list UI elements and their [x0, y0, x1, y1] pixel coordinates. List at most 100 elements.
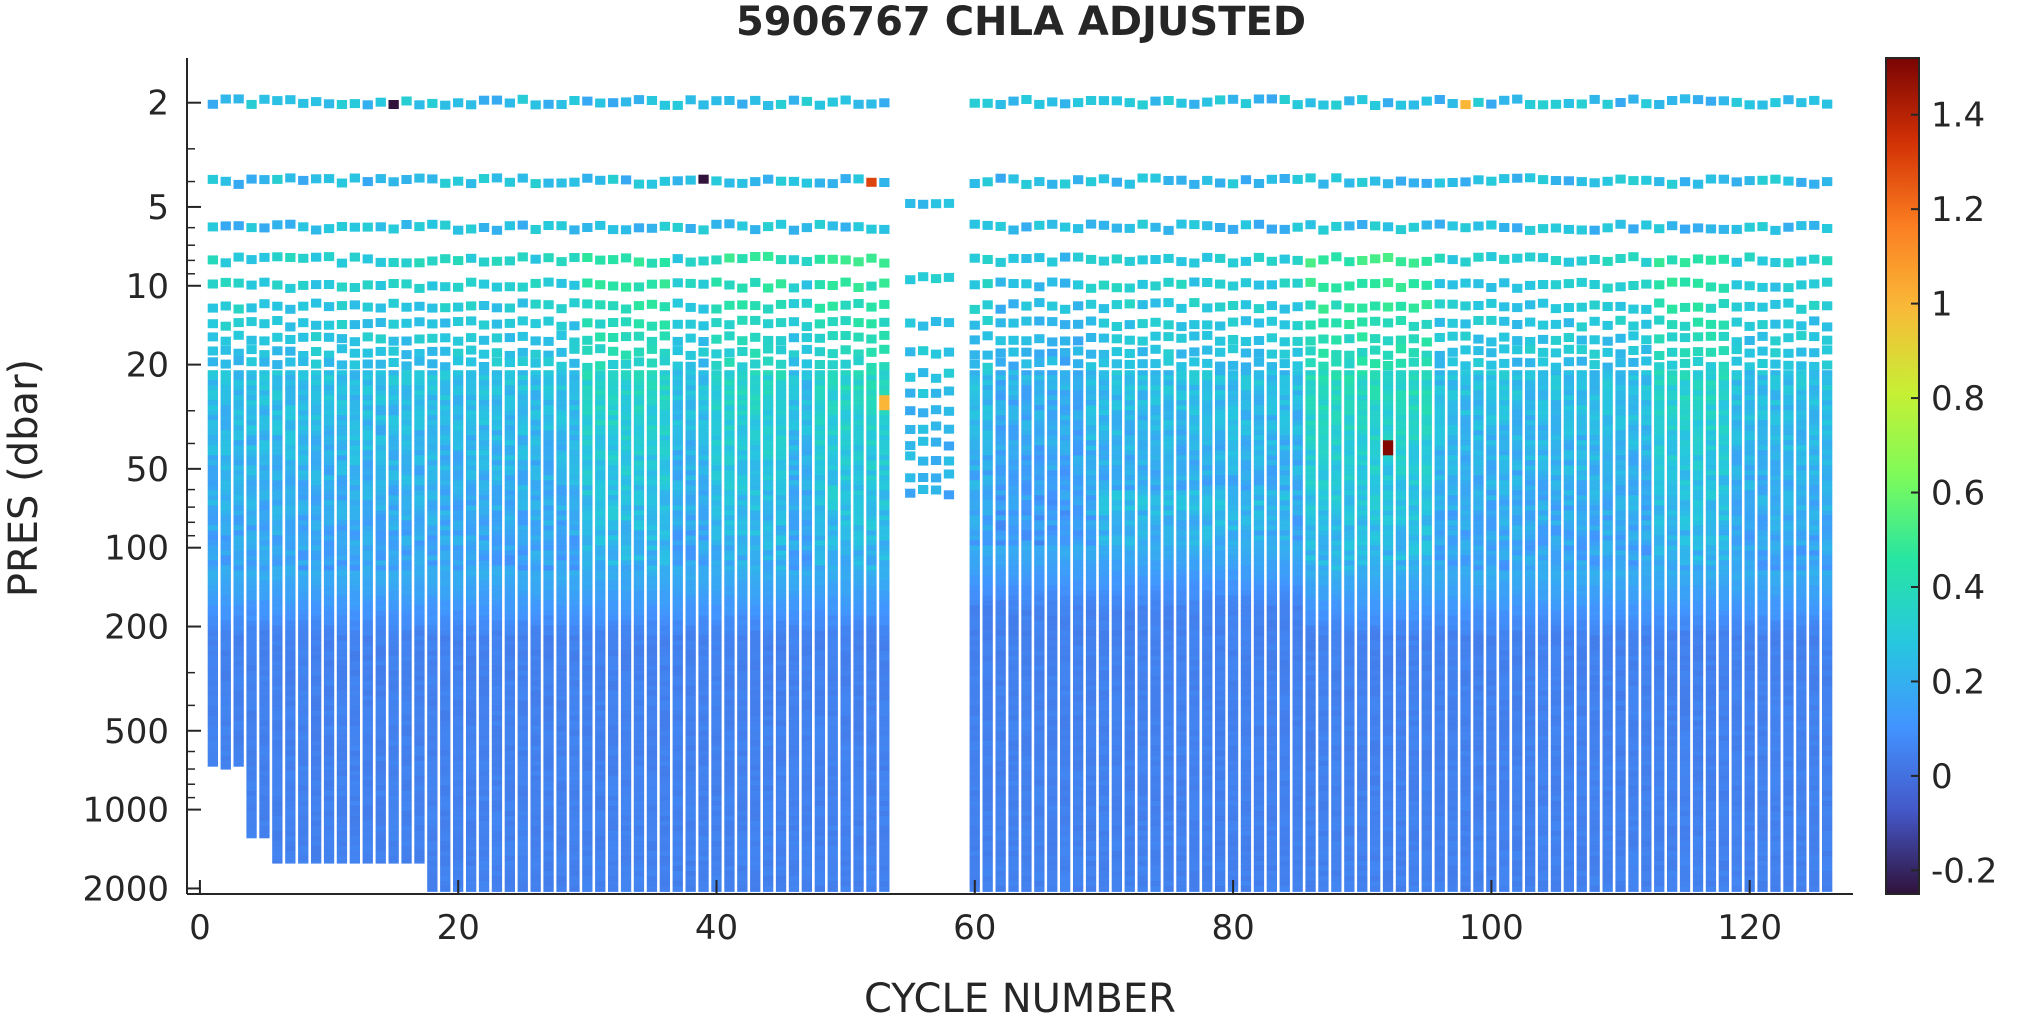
heatmap-cell	[672, 530, 683, 536]
heatmap-cell	[466, 565, 477, 571]
heatmap-cell	[595, 395, 606, 401]
heatmap-cell	[311, 850, 322, 857]
heatmap-cell	[711, 575, 722, 582]
heatmap-cell	[453, 795, 464, 802]
heatmap-cell	[466, 400, 477, 406]
heatmap-cell	[298, 440, 309, 446]
heatmap-cell	[685, 820, 696, 827]
heatmap-cell	[608, 730, 619, 737]
heatmap-cell	[362, 720, 373, 727]
heatmap-cell	[517, 385, 528, 391]
heatmap-cell	[543, 575, 554, 582]
heatmap-cell	[362, 815, 373, 822]
heatmap-cell	[272, 555, 283, 561]
heatmap-cell	[272, 585, 283, 592]
heatmap-cell	[414, 580, 425, 587]
heatmap-cell	[323, 320, 335, 330]
heatmap-cell	[220, 176, 231, 186]
heatmap-cell	[272, 620, 283, 627]
heatmap-cell	[491, 435, 503, 441]
heatmap-cell	[556, 361, 567, 371]
heatmap-cell	[272, 505, 283, 511]
heatmap-cell	[711, 815, 722, 822]
heatmap-cell	[427, 395, 438, 401]
heatmap-cell	[582, 540, 593, 546]
heatmap-cell	[453, 810, 464, 817]
heatmap-cell	[362, 700, 373, 707]
heatmap-cell	[375, 540, 386, 546]
heatmap-cell	[646, 885, 658, 892]
heatmap-cell	[633, 331, 645, 341]
heatmap-cell	[427, 98, 438, 108]
heatmap-cell	[336, 301, 348, 311]
heatmap-cell	[427, 430, 438, 436]
heatmap-cell	[246, 460, 257, 466]
heatmap-cell	[750, 440, 761, 446]
heatmap-cell	[763, 840, 774, 847]
heatmap-cell	[543, 277, 554, 287]
heatmap-cell	[478, 375, 490, 381]
heatmap-cell	[349, 485, 360, 491]
heatmap-cell	[246, 255, 257, 265]
heatmap-cell	[427, 725, 438, 732]
heatmap-cell	[336, 465, 348, 471]
heatmap-cell	[556, 715, 567, 722]
heatmap-cell	[285, 565, 296, 571]
heatmap-cell	[750, 835, 761, 842]
heatmap-cell	[569, 475, 580, 481]
heatmap-cell	[582, 570, 593, 576]
heatmap-cell	[504, 460, 515, 466]
heatmap-cell	[478, 780, 490, 787]
heatmap-cell	[698, 410, 709, 416]
heatmap-cell	[608, 460, 619, 466]
heatmap-cell	[478, 785, 490, 792]
heatmap-cell	[556, 645, 567, 652]
heatmap-cell	[349, 815, 360, 822]
heatmap-cell	[646, 390, 658, 396]
heatmap-cell	[349, 800, 360, 807]
heatmap-cell	[298, 785, 309, 792]
heatmap-cell	[388, 530, 399, 536]
heatmap-cell	[620, 605, 632, 612]
heatmap-cell	[724, 500, 735, 506]
heatmap-cell	[775, 680, 787, 687]
heatmap-cell	[388, 640, 399, 647]
heatmap-cell	[246, 174, 257, 184]
heatmap-cell	[543, 705, 554, 712]
heatmap-cell	[608, 174, 619, 184]
heatmap-cell	[491, 745, 503, 752]
heatmap-cell	[672, 545, 683, 551]
heatmap-cell	[620, 545, 632, 551]
heatmap-cell	[233, 405, 244, 411]
heatmap-cell	[517, 710, 528, 717]
heatmap-cell	[220, 615, 231, 622]
heatmap-cell	[685, 800, 696, 807]
heatmap-cell	[323, 635, 335, 642]
heatmap-cell	[724, 885, 735, 892]
heatmap-cell	[556, 655, 567, 662]
heatmap-cell	[763, 590, 774, 597]
heatmap-cell	[672, 865, 683, 872]
heatmap-cell	[246, 500, 257, 506]
heatmap-cell	[659, 765, 670, 772]
heatmap-cell	[608, 840, 619, 847]
heatmap-cell	[427, 460, 438, 466]
heatmap-cell	[646, 610, 658, 617]
heatmap-cell	[491, 685, 503, 692]
heatmap-cell	[659, 610, 670, 617]
heatmap-cell	[478, 630, 490, 637]
heatmap-cell	[595, 390, 606, 396]
heatmap-cell	[362, 685, 373, 692]
heatmap-cell	[672, 610, 683, 617]
heatmap-cell	[466, 600, 477, 607]
heatmap-cell	[401, 805, 412, 812]
heatmap-cell	[388, 670, 399, 677]
heatmap-cell	[311, 625, 322, 632]
heatmap-cell	[711, 805, 722, 812]
heatmap-cell	[375, 495, 386, 501]
heatmap-cell	[517, 331, 528, 341]
heatmap-cell	[737, 765, 748, 772]
heatmap-cell	[543, 415, 554, 421]
heatmap-cell	[724, 665, 735, 672]
heatmap-cell	[453, 435, 464, 441]
